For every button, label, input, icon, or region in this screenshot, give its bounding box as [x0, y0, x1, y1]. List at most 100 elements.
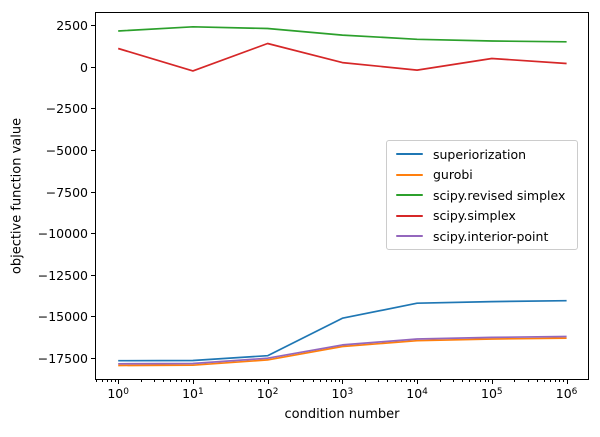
x-minor-tick-mark	[488, 380, 489, 382]
x-minor-tick-mark	[229, 380, 230, 382]
x-minor-tick-mark	[406, 380, 407, 382]
y-tick-label: 0	[80, 59, 88, 75]
y-axis-label: objective function value	[9, 117, 25, 275]
x-minor-tick-mark	[414, 380, 415, 382]
x-minor-tick-mark	[264, 380, 265, 382]
x-minor-tick-mark	[537, 380, 538, 382]
x-minor-tick-mark	[528, 380, 529, 382]
x-minor-tick-mark	[480, 380, 481, 382]
x-minor-tick-mark	[107, 380, 108, 382]
x-minor-tick-mark	[339, 380, 340, 382]
x-tick-label: 104	[406, 386, 428, 401]
y-tick-label: −10000	[37, 226, 88, 242]
x-minor-tick-mark	[176, 380, 177, 382]
y-tick-mark	[91, 358, 95, 359]
x-minor-tick-mark	[387, 380, 388, 382]
y-tick-mark	[91, 233, 95, 234]
x-tick-mark	[567, 380, 568, 384]
x-minor-tick-mark	[215, 380, 216, 382]
x-minor-tick-mark	[189, 380, 190, 382]
x-minor-tick-mark	[251, 380, 252, 382]
series-line-scipy-revised-simplex	[118, 25, 567, 43]
legend-item: scipy.revised simplex	[396, 188, 573, 203]
x-minor-tick-mark	[410, 380, 411, 382]
x-tick-label: 102	[256, 386, 279, 401]
series-lines-canvas	[117, 25, 567, 367]
x-minor-tick-mark	[365, 380, 366, 382]
legend-line-sample	[396, 194, 423, 196]
x-minor-tick-mark	[326, 380, 327, 382]
x-minor-tick-mark	[170, 380, 171, 382]
legend-item: scipy.simplex	[396, 208, 573, 223]
legend-label: gurobi	[433, 167, 473, 182]
x-minor-tick-mark	[256, 380, 257, 382]
x-tick-mark	[492, 380, 493, 384]
x-minor-tick-mark	[102, 380, 103, 382]
legend-line-sample	[396, 235, 423, 237]
legend-line-sample	[396, 214, 423, 217]
x-tick-label: 101	[182, 386, 204, 401]
x-minor-tick-mark	[115, 380, 116, 382]
x-minor-tick-mark	[563, 380, 564, 382]
x-tick-label: 100	[107, 386, 129, 401]
series-line-gurobi	[118, 337, 567, 367]
x-minor-tick-mark	[303, 380, 304, 382]
y-tick-mark	[91, 316, 95, 317]
legend-item: scipy.interior-point	[396, 229, 573, 244]
y-tick-label: −7500	[45, 184, 88, 200]
x-minor-tick-mark	[514, 380, 515, 382]
legend-label: scipy.revised simplex	[433, 187, 566, 203]
x-minor-tick-mark	[141, 380, 142, 382]
series-line-superiorization	[118, 299, 567, 362]
x-minor-tick-mark	[559, 380, 560, 382]
y-tick-label: −17500	[37, 351, 88, 367]
legend-label: superiorization	[433, 146, 527, 162]
series-line-scipy-interior-point	[118, 335, 567, 365]
x-minor-tick-mark	[335, 380, 336, 382]
x-minor-tick-mark	[485, 380, 486, 382]
x-minor-tick-mark	[313, 380, 314, 382]
legend: superiorization gurobi scipy.revised simpl…	[386, 140, 578, 250]
legend-label: scipy.simplex	[433, 208, 516, 223]
legend-item: gurobi	[396, 167, 573, 182]
x-minor-tick-mark	[331, 380, 332, 382]
y-tick-label: −12500	[37, 267, 88, 283]
x-axis-label: condition number	[284, 407, 400, 422]
x-minor-tick-mark	[163, 380, 164, 382]
y-tick-label: −2500	[45, 101, 88, 117]
x-minor-tick-mark	[238, 380, 239, 382]
x-minor-tick-mark	[469, 380, 470, 382]
x-minor-tick-mark	[462, 380, 463, 382]
x-tick-mark	[118, 380, 119, 384]
series-line-scipy-simplex	[117, 42, 567, 72]
x-minor-tick-mark	[550, 380, 551, 382]
x-minor-tick-mark	[96, 380, 97, 382]
x-minor-tick-mark	[154, 380, 155, 382]
x-minor-tick-mark	[245, 380, 246, 382]
x-minor-tick-mark	[181, 380, 182, 382]
y-tick-mark	[91, 108, 95, 109]
legend-item: superiorization	[396, 147, 573, 162]
x-tick-mark	[268, 380, 269, 384]
x-minor-tick-mark	[186, 380, 187, 382]
y-tick-mark	[91, 150, 95, 151]
x-minor-tick-mark	[555, 380, 556, 382]
y-tick-label: 2500	[56, 17, 88, 33]
x-tick-label: 103	[331, 386, 354, 401]
y-tick-label: −15000	[37, 309, 88, 325]
x-minor-tick-mark	[260, 380, 261, 382]
x-minor-tick-mark	[544, 380, 545, 382]
y-tick-mark	[91, 67, 95, 68]
x-minor-tick-mark	[453, 380, 454, 382]
x-tick-label: 106	[555, 386, 578, 401]
x-minor-tick-mark	[111, 380, 112, 382]
x-minor-tick-mark	[320, 380, 321, 382]
x-tick-label: 105	[481, 386, 503, 401]
y-tick-label: −5000	[45, 142, 88, 158]
x-minor-tick-mark	[290, 380, 291, 382]
x-tick-mark	[342, 380, 343, 384]
x-minor-tick-mark	[378, 380, 379, 382]
y-tick-mark	[91, 25, 95, 26]
legend-line-sample	[396, 173, 423, 176]
